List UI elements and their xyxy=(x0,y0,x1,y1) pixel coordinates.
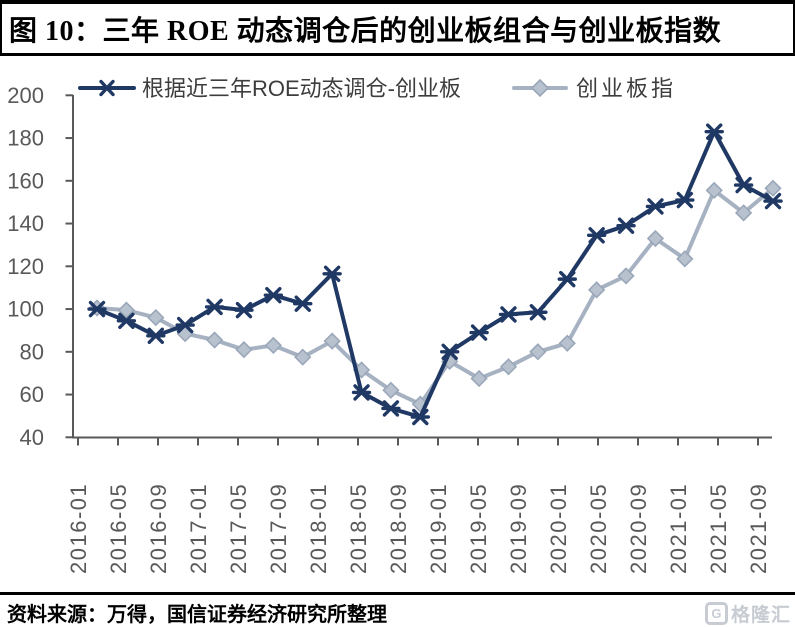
x-star-marker xyxy=(645,198,666,215)
diamond-marker xyxy=(323,332,341,350)
x-star-marker xyxy=(146,327,166,344)
x-star-marker xyxy=(322,265,342,282)
axes xyxy=(65,94,772,446)
diamond-marker xyxy=(764,179,782,197)
diamond-marker xyxy=(705,181,723,200)
diamond-marker xyxy=(205,331,224,349)
x-star-marker xyxy=(557,270,577,288)
tick-labels: 40 60 80 100 120 140 160 180 200 2016-01 2016-05 20… xyxy=(7,83,771,574)
x-star-marker xyxy=(116,312,137,330)
x-star-marker xyxy=(410,408,431,426)
x-tick-label: 2020-09 xyxy=(626,483,651,574)
diamond-marker xyxy=(470,369,488,388)
diamond-marker xyxy=(588,281,606,299)
y-tick-label: 180 xyxy=(7,126,44,151)
y-tick-label: 140 xyxy=(7,211,44,236)
diamond-icon xyxy=(530,78,550,98)
series-roe-portfolio xyxy=(87,123,783,426)
y-tick-label: 60 xyxy=(20,382,44,407)
x-tick-label: 2018-01 xyxy=(306,483,331,574)
x-star-marker xyxy=(351,384,372,401)
y-tick-label: 160 xyxy=(7,168,44,193)
x-star-marker xyxy=(675,191,695,209)
x-star-marker xyxy=(263,286,284,304)
diamond-marker xyxy=(294,348,312,366)
y-tick-label: 40 xyxy=(20,425,44,450)
x-tick-label: 2020-05 xyxy=(586,483,611,574)
diamond-marker xyxy=(558,334,576,352)
x-star-marker xyxy=(586,227,607,244)
x-star-marker xyxy=(87,300,107,318)
y-tick-label: 120 xyxy=(7,254,44,279)
series-roe-portfolio-line xyxy=(95,129,775,419)
logo-text: 格隆汇 xyxy=(730,605,791,626)
legend-label-chinext-index: 创业板指 xyxy=(576,76,676,101)
source-text: 资料来源：万得，国信证券经济研究所整理 xyxy=(7,604,387,626)
legend-label-roe-portfolio: 根据近三年ROE动态调仓-创业板 xyxy=(142,76,461,101)
logo-g-icon: G xyxy=(704,602,728,625)
x-tick-label: 2019-01 xyxy=(426,483,451,574)
x-star-marker xyxy=(234,301,254,319)
diamond-marker xyxy=(676,250,694,268)
diamond-marker xyxy=(117,301,136,319)
x-star-marker xyxy=(704,123,724,140)
x-tick-label: 2017-01 xyxy=(186,483,211,574)
x-tick-label: 2020-01 xyxy=(546,483,571,574)
figure-title-bar: 图 10：三年 ROE 动态调仓后的创业板组合与创业板指数 xyxy=(0,0,795,56)
series-chinext-index-line xyxy=(95,186,775,407)
x-star-marker xyxy=(469,324,489,341)
x-star-marker xyxy=(763,192,783,210)
x-star-marker xyxy=(733,176,754,194)
x-tick-label: 2021-09 xyxy=(746,483,771,574)
x-star-marker xyxy=(528,304,548,321)
y-tick-label: 80 xyxy=(20,339,44,364)
legend: 根据近三年ROE动态调仓-创业板 创业板指 xyxy=(78,76,676,101)
diamond-marker xyxy=(382,381,400,399)
x-tick-label: 2019-09 xyxy=(506,483,531,574)
x-tick-label: 2019-05 xyxy=(466,483,491,574)
x-tick-label: 2016-01 xyxy=(66,483,91,574)
y-tick-label: 200 xyxy=(7,83,44,108)
x-tick-label: 2021-01 xyxy=(666,483,691,574)
x-star-marker xyxy=(439,343,460,360)
x-star-marker xyxy=(616,217,636,234)
x-star-marker xyxy=(381,400,401,417)
gelonghui-logo: G 格隆汇 xyxy=(704,600,791,627)
diamond-marker xyxy=(147,308,165,327)
diamond-marker xyxy=(235,341,253,359)
chart-svg: 40 60 80 100 120 140 160 180 200 2016-01 2016-05 20… xyxy=(7,76,783,574)
x-tick-label: 2018-09 xyxy=(386,483,411,574)
figure-title: 图 10：三年 ROE 动态调仓后的创业板组合与创业板指数 xyxy=(9,15,722,47)
y-tick-label: 100 xyxy=(7,297,44,322)
x-tick-label: 2017-05 xyxy=(226,483,251,574)
x-star-icon xyxy=(99,79,115,97)
diamond-marker xyxy=(264,336,282,355)
x-tick-label: 2016-09 xyxy=(146,483,171,574)
x-star-marker xyxy=(204,298,225,316)
x-star-marker xyxy=(175,316,195,334)
x-star-marker xyxy=(498,306,519,323)
source-bar: 资料来源：万得，国信证券经济研究所整理 G 格隆汇 xyxy=(0,592,795,627)
diamond-marker xyxy=(499,358,518,376)
diamond-marker xyxy=(617,267,635,285)
diamond-marker xyxy=(734,204,753,222)
x-tick-label: 2017-09 xyxy=(266,483,291,574)
x-star-marker xyxy=(293,295,313,312)
diamond-marker xyxy=(646,229,665,248)
x-tick-label: 2018-05 xyxy=(346,483,371,574)
x-tick-label: 2021-05 xyxy=(706,483,731,574)
x-tick-label: 2016-05 xyxy=(106,483,131,574)
series-chinext-index xyxy=(88,179,782,413)
diamond-marker xyxy=(529,343,547,361)
